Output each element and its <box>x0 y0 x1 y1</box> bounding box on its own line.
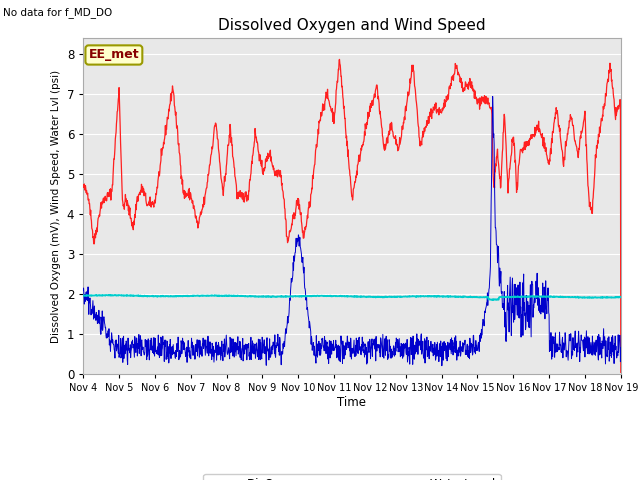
Text: EE_met: EE_met <box>88 48 140 61</box>
Y-axis label: Dissolved Oxygen (mV), Wind Speed, Water Lvl (psi): Dissolved Oxygen (mV), Wind Speed, Water… <box>51 70 61 343</box>
Legend: DisOxy, ws, WaterLevel: DisOxy, ws, WaterLevel <box>204 474 500 480</box>
X-axis label: Time: Time <box>337 396 367 409</box>
Text: No data for f_MD_DO: No data for f_MD_DO <box>3 7 113 18</box>
Title: Dissolved Oxygen and Wind Speed: Dissolved Oxygen and Wind Speed <box>218 18 486 33</box>
